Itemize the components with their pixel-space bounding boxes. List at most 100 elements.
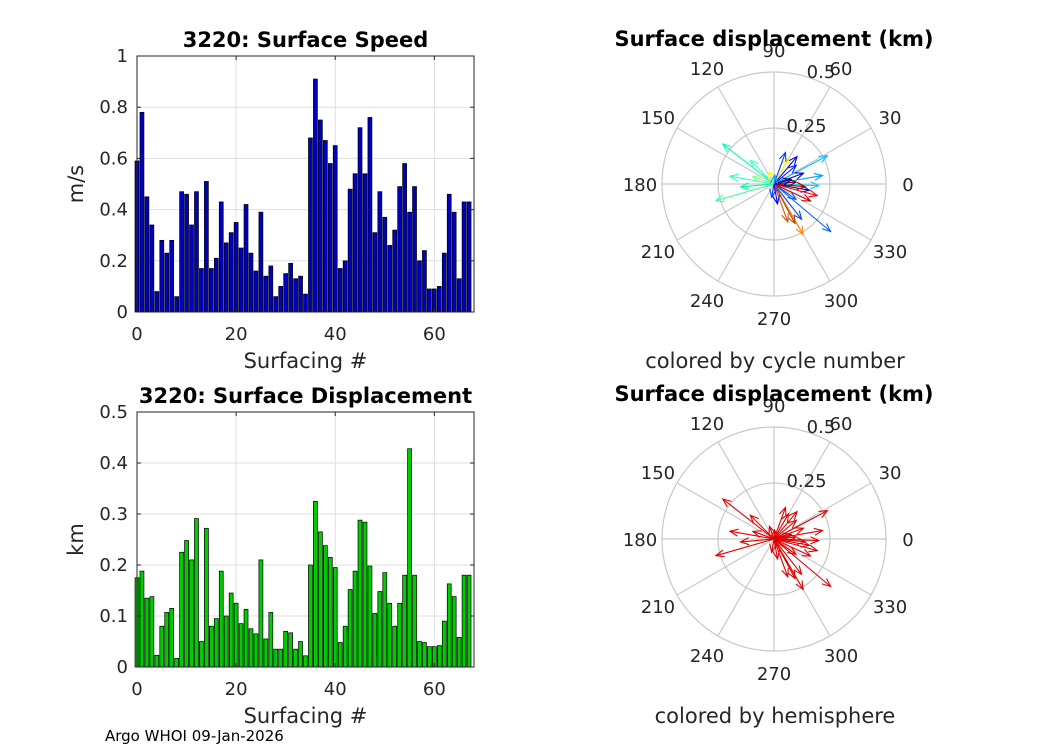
bar [293, 278, 298, 313]
bar [283, 630, 289, 668]
displacement-vector [721, 143, 775, 185]
x-axis-label: Surfacing # [244, 704, 368, 728]
bar [278, 648, 284, 668]
y-axis-label: m/s [64, 165, 88, 203]
displacement-vector [728, 173, 775, 185]
y-tick-label: 0.6 [99, 148, 128, 169]
axes-box [136, 411, 475, 668]
bar [407, 211, 412, 313]
bar [441, 252, 447, 313]
bar [174, 296, 179, 313]
angle-label: 30 [879, 108, 902, 129]
polar-spoke [773, 183, 872, 241]
displacement-vector [773, 183, 803, 221]
displacement-vector [773, 155, 798, 185]
bar [347, 188, 353, 313]
bar [392, 229, 398, 313]
bar [382, 572, 388, 668]
bar [298, 275, 303, 313]
polar-spoke [717, 86, 775, 185]
y-tick-label: 0.8 [99, 97, 128, 118]
bar [268, 612, 274, 668]
bar [223, 615, 229, 668]
y-tick-label: 0 [117, 657, 128, 678]
displacement-vector [749, 514, 775, 540]
bar [313, 78, 318, 313]
bar [372, 613, 378, 668]
y-tick-label: 0.4 [99, 200, 128, 221]
x-tick-label: 20 [225, 324, 248, 345]
polar-spoke [773, 538, 872, 596]
bar [218, 201, 224, 313]
bar [189, 224, 194, 313]
y-tick-label: 0.3 [99, 504, 128, 525]
displacement-vector [770, 528, 779, 540]
bar [322, 140, 328, 313]
y-axis-label: km [64, 523, 88, 556]
bar [144, 597, 150, 668]
bar [288, 263, 293, 313]
bar [382, 216, 388, 313]
bar [308, 564, 313, 668]
bar [179, 191, 184, 313]
bar [337, 642, 343, 668]
bar [303, 293, 308, 313]
displacement-vector [773, 538, 832, 588]
bar [466, 201, 472, 313]
polar-spoke [676, 538, 775, 596]
displacement-vector [768, 525, 776, 540]
bar [412, 574, 417, 668]
angle-label: 60 [830, 414, 853, 435]
x-axis-label: Surfacing # [244, 349, 368, 373]
bar [352, 173, 358, 313]
bar [263, 275, 269, 313]
bar [318, 531, 323, 668]
bar [258, 211, 264, 313]
bar [199, 268, 204, 313]
displacement-vector [749, 159, 775, 185]
bar [248, 628, 254, 668]
bar [243, 609, 249, 668]
x-tick-label: 60 [423, 324, 446, 345]
displacement-vector [769, 538, 778, 554]
displacement-vector [773, 183, 832, 233]
bar [427, 646, 432, 668]
bar [298, 641, 303, 668]
bar [209, 625, 214, 668]
displacement-vector [773, 538, 819, 553]
bar [342, 260, 348, 313]
bar [322, 545, 328, 668]
bar [159, 239, 165, 313]
displacement-vector [768, 170, 776, 185]
bar [159, 625, 165, 668]
displacement-vector [769, 183, 778, 199]
bar [461, 201, 467, 313]
bar [179, 551, 184, 668]
polar-spoke [676, 127, 775, 185]
bar [332, 567, 338, 668]
x-tick-label: 20 [225, 679, 248, 700]
x-tick-label: 0 [131, 324, 142, 345]
y-tick-label: 0.2 [99, 251, 128, 272]
polar-spoke [676, 183, 775, 241]
displacement-vector [772, 538, 781, 561]
polar-plot-cycle-number: 0 30 60 90 120 150 180 210 240 270 300 330 0.25 0.5 Su… [614, 27, 933, 373]
axes-box [136, 55, 475, 313]
displacement-vector [714, 183, 775, 203]
y-tick-label: 0 [117, 302, 128, 323]
angle-label: 270 [757, 309, 791, 330]
speed-bar-chart: 0 20 40 60 0 0.2 0.4 0.6 0.8 1 3220: Surface Speed… [64, 28, 475, 373]
displacement-vector [773, 172, 824, 185]
y-tick-label: 0.4 [99, 453, 128, 474]
bar [446, 583, 452, 668]
bar [139, 570, 145, 668]
bar [169, 239, 175, 313]
bar [466, 574, 472, 668]
bar [412, 186, 417, 313]
x-tick-label: 60 [423, 679, 446, 700]
polar-spoke [676, 482, 775, 540]
angle-label: 60 [830, 59, 853, 80]
angle-label: 120 [690, 59, 724, 80]
displacement-vector [714, 538, 775, 558]
bar [436, 645, 442, 668]
